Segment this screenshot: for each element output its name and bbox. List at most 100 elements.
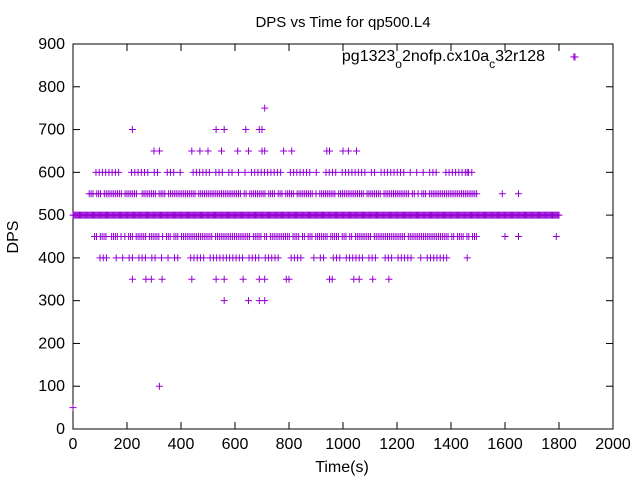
data-point <box>170 168 178 176</box>
y-tick-label: 500 <box>38 207 65 224</box>
data-point <box>261 147 269 155</box>
data-point <box>154 168 162 176</box>
data-point <box>274 254 282 262</box>
data-point <box>285 275 293 283</box>
x-tick-label: 1800 <box>541 436 577 453</box>
data-point <box>239 254 247 262</box>
data-point <box>158 254 166 262</box>
data-point <box>242 126 250 134</box>
data-point <box>144 168 152 176</box>
data-point <box>388 254 396 262</box>
data-point <box>205 168 213 176</box>
y-axis-label: DPS <box>5 221 22 254</box>
data-point <box>147 275 155 283</box>
data-point <box>419 168 427 176</box>
data-point <box>498 190 506 198</box>
data-point <box>297 254 305 262</box>
x-tick-label: 1200 <box>379 436 415 453</box>
data-point <box>102 254 110 262</box>
data-point <box>328 275 336 283</box>
data-point <box>413 168 421 176</box>
y-tick-label: 900 <box>38 36 65 53</box>
x-tick-label: 2000 <box>595 436 631 453</box>
data-point <box>151 254 159 262</box>
data-point <box>261 275 269 283</box>
data-point <box>128 126 136 134</box>
x-tick-label: 1400 <box>433 436 469 453</box>
data-point <box>515 233 522 240</box>
data-point <box>552 233 560 240</box>
y-tick-label: 100 <box>38 378 65 395</box>
data-points <box>69 53 578 412</box>
data-point <box>212 126 220 134</box>
data-point <box>220 126 228 134</box>
data-point <box>336 254 344 262</box>
data-point <box>501 233 509 240</box>
data-point <box>371 254 379 262</box>
data-point <box>188 275 196 283</box>
data-point <box>218 168 226 176</box>
data-point <box>245 297 252 305</box>
data-point <box>258 126 266 134</box>
legend-marker <box>571 53 579 61</box>
data-point <box>220 297 228 305</box>
x-tick-label: 200 <box>114 436 141 453</box>
y-tick-label: 200 <box>38 335 65 352</box>
data-point <box>358 254 366 262</box>
data-point <box>196 147 204 155</box>
x-axis: 0 200 400 600 800 1000 1200 1400 1600 1800 2000 <box>69 44 631 453</box>
data-point <box>385 275 393 283</box>
chart-title: DPS vs Time for qp500.L4 <box>255 14 430 31</box>
data-point <box>344 147 352 155</box>
data-point <box>361 168 369 176</box>
data-point <box>112 254 120 262</box>
data-point <box>228 168 236 176</box>
data-point <box>355 275 363 283</box>
data-point <box>241 168 249 176</box>
data-point <box>320 254 328 262</box>
data-point <box>128 254 136 262</box>
legend-label: pg1323o2nofp.cx10ac32r128 <box>342 48 545 71</box>
data-point <box>280 147 288 155</box>
data-point <box>188 147 196 155</box>
data-point <box>312 168 320 176</box>
data-point <box>245 147 252 155</box>
data-point <box>407 254 415 262</box>
data-point <box>306 168 314 176</box>
data-point <box>119 254 127 262</box>
y-tick-label: 700 <box>38 122 65 139</box>
data-point <box>463 254 471 262</box>
x-tick-label: 600 <box>222 436 249 453</box>
data-point <box>115 168 123 176</box>
data-point <box>310 254 318 262</box>
data-point <box>432 168 440 176</box>
data-point <box>239 275 247 283</box>
data-point <box>417 254 425 262</box>
data-point <box>463 168 471 176</box>
data-point <box>155 147 163 155</box>
data-point <box>174 254 182 262</box>
y-tick-label: 600 <box>38 164 65 181</box>
data-point <box>234 147 242 155</box>
data-point <box>400 168 408 176</box>
y-tick-label: 0 <box>56 421 65 438</box>
y-tick-label: 400 <box>38 250 65 267</box>
x-tick-label: 800 <box>276 436 303 453</box>
x-axis-label: Time(s) <box>315 459 369 476</box>
data-point <box>555 211 563 219</box>
data-point <box>277 168 285 176</box>
data-point <box>406 168 414 176</box>
y-tick-label: 800 <box>38 79 65 96</box>
data-point <box>69 404 77 412</box>
x-tick-label: 1000 <box>325 436 361 453</box>
data-point <box>369 275 377 283</box>
data-point <box>218 147 225 155</box>
data-point <box>472 233 480 240</box>
data-point <box>261 104 269 112</box>
data-point <box>212 275 220 283</box>
data-point <box>353 147 360 155</box>
data-point <box>220 275 228 283</box>
data-point <box>288 147 296 155</box>
data-point <box>473 190 481 198</box>
